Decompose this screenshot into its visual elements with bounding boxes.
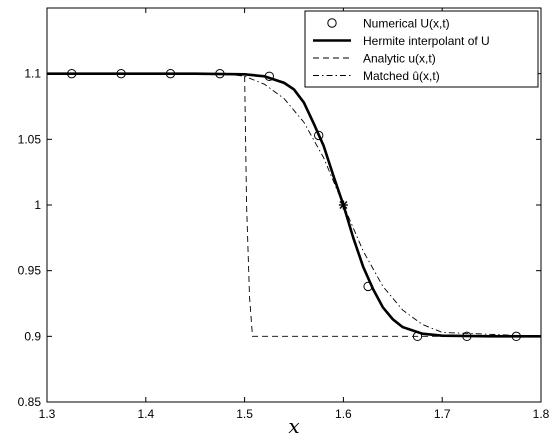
y-tick-label: 1 bbox=[34, 198, 41, 212]
series-line-1 bbox=[47, 72, 541, 338]
y-tick-label: 1.1 bbox=[24, 67, 41, 81]
star-marker bbox=[338, 200, 348, 210]
ticks-layer: 1.3 1.4 1.5 1.6 1.7 1.8 0.85 0.9 0.95 1 1.05 1.1 bbox=[18, 8, 550, 421]
x-axis-label: x bbox=[288, 414, 299, 438]
legend-label: Matched û(x,t) bbox=[363, 69, 440, 83]
legend-label: Numerical U(x,t) bbox=[363, 17, 450, 31]
x-tick-label: 1.4 bbox=[137, 407, 154, 421]
y-tick-label: 0.9 bbox=[24, 329, 41, 343]
numerical-point bbox=[165, 68, 176, 79]
numerical-point bbox=[116, 68, 126, 79]
numerical-point bbox=[412, 331, 423, 342]
y-tick-label: 1.05 bbox=[18, 132, 42, 146]
y-tick-label: 0.95 bbox=[18, 264, 42, 278]
numerical-point bbox=[511, 331, 521, 342]
legend: Numerical U(x,t) Hermite interpolant of U… bbox=[304, 10, 539, 88]
numerical-point bbox=[462, 331, 472, 342]
x-tick-label: 1.5 bbox=[236, 407, 253, 421]
series-layer bbox=[47, 68, 541, 342]
x-tick-label: 1.8 bbox=[533, 407, 550, 421]
legend-label: Analytic u(x,t) bbox=[363, 52, 436, 66]
y-tick-label: 0.85 bbox=[18, 395, 42, 409]
x-tick-label: 1.7 bbox=[434, 407, 451, 421]
numerical-point bbox=[264, 71, 274, 81]
x-tick-label: 1.6 bbox=[335, 407, 352, 421]
legend-marker bbox=[327, 18, 337, 28]
numerical-point bbox=[363, 281, 373, 292]
x-tick-label: 1.3 bbox=[39, 407, 56, 421]
series-line-2 bbox=[47, 73, 541, 337]
legend-box bbox=[304, 10, 539, 88]
numerical-point bbox=[314, 130, 324, 141]
numerical-point bbox=[215, 68, 225, 79]
numerical-point bbox=[67, 68, 77, 79]
series-line-3 bbox=[47, 73, 541, 337]
legend-label: Hermite interpolant of U bbox=[363, 34, 490, 48]
